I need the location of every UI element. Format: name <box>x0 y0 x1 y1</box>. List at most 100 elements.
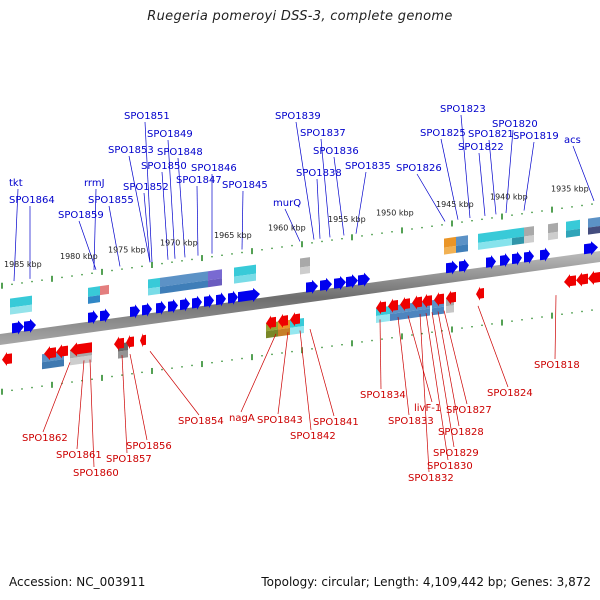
cog-box <box>524 235 534 244</box>
tick-dot <box>211 255 213 258</box>
tick-dot <box>361 235 363 237</box>
forward-gene-label: SPO1855 <box>88 195 134 206</box>
reverse-gene-arrow <box>2 352 12 367</box>
tick-dot <box>541 210 543 212</box>
tick-dot <box>211 361 213 364</box>
reverse-label-line <box>149 351 200 416</box>
tick-mark <box>451 220 453 227</box>
tick-dot <box>361 341 363 343</box>
reverse-gene-label: SPO1841 <box>313 417 359 428</box>
tick-dot <box>271 353 273 356</box>
cog-box <box>548 222 558 234</box>
forward-gene-label: tkt <box>9 178 23 189</box>
reverse-label-line <box>407 315 433 403</box>
scale-tick-label: 1975 kbp <box>108 246 146 255</box>
tick-dot <box>131 267 133 269</box>
forward-label-line <box>316 178 321 239</box>
reverse-gene-label: SPO1860 <box>73 468 119 479</box>
cog-box <box>160 276 172 287</box>
cog-box <box>196 280 208 289</box>
tick-dot <box>491 217 493 219</box>
forward-label-line <box>295 121 315 240</box>
forward-gene-arrow <box>334 275 346 290</box>
reverse-gene-label: SPO1829 <box>433 448 479 459</box>
tick-dot <box>261 249 263 251</box>
tick-dot <box>471 220 473 222</box>
tick-dot <box>241 251 243 254</box>
tick-dot <box>171 367 173 369</box>
reverse-label-line <box>240 333 277 413</box>
tick-dot <box>141 371 143 374</box>
forward-gene-label: SPO1848 <box>157 147 203 158</box>
tick-dot <box>71 275 73 277</box>
forward-label-line <box>161 171 169 260</box>
cog-box <box>478 239 500 250</box>
tick-dot <box>321 346 323 349</box>
reverse-label-line <box>437 311 460 427</box>
tick-dot <box>181 366 183 368</box>
genome-title: Ruegeria pomeroyi DSS-3, complete genome <box>147 9 453 24</box>
label-line-layer <box>13 114 595 473</box>
tick-dot <box>331 239 333 241</box>
tick-mark <box>101 374 103 381</box>
tick-dot <box>461 221 463 223</box>
forward-label-line <box>177 157 186 258</box>
tick-dot <box>331 345 333 347</box>
reverse-label-line <box>477 305 509 388</box>
tick-dot <box>11 389 13 392</box>
scale-tick-label: 1940 kbp <box>490 193 528 202</box>
tick-dot <box>531 211 533 214</box>
cog-box <box>196 271 208 282</box>
tick-dot <box>481 324 483 327</box>
scale-tick-label: 1980 kbp <box>60 252 98 261</box>
cog-box <box>390 312 404 322</box>
reverse-gene-arrow <box>576 272 588 287</box>
tick-dot <box>111 375 113 378</box>
tick-dot <box>81 379 83 382</box>
cog-box <box>566 219 580 231</box>
tick-dot <box>191 364 193 367</box>
cog-box <box>148 277 160 289</box>
cog-box <box>444 236 456 248</box>
cog-box <box>478 230 500 243</box>
cog-box <box>500 238 512 247</box>
forward-gene-label: SPO1849 <box>147 129 193 140</box>
tick-dot <box>381 338 383 340</box>
cog-box <box>300 266 310 275</box>
forward-gene-arrow <box>228 290 238 305</box>
cog-box <box>208 278 222 288</box>
reverse-gene-arrow <box>588 270 600 285</box>
forward-gene-arrow <box>500 253 510 268</box>
cog-box <box>512 236 524 246</box>
reverse-gene-arrow <box>126 335 134 350</box>
reverse-label-line <box>309 329 335 417</box>
reverse-label-line <box>121 355 128 454</box>
tick-mark <box>201 361 203 368</box>
cog-box <box>588 226 600 235</box>
forward-gene-arrow <box>306 279 318 294</box>
forward-gene-arrow <box>12 320 24 335</box>
tick-mark <box>551 206 553 213</box>
tick-dot <box>261 355 263 357</box>
reverse-label-line <box>89 359 95 468</box>
forward-gene-arrow <box>524 249 534 264</box>
reverse-gene-arrow <box>44 346 56 361</box>
tick-dot <box>471 326 473 328</box>
tick-dot <box>171 261 173 263</box>
forward-gene-label: SPO1852 <box>123 182 169 193</box>
forward-gene-label: SPO1853 <box>108 145 154 156</box>
tick-dot <box>571 312 573 314</box>
tick-dot <box>441 330 443 332</box>
reverse-gene-arrow <box>70 342 92 357</box>
tick-dot <box>541 316 543 318</box>
tick-dot <box>221 360 223 362</box>
tick-mark <box>101 268 103 275</box>
cog-box <box>548 231 558 241</box>
tick-dot <box>391 337 393 339</box>
forward-label-line <box>440 138 459 220</box>
reverse-gene-label: SPO1827 <box>446 405 492 416</box>
forward-label-line <box>93 188 97 271</box>
cog-box <box>446 305 454 314</box>
cog-box <box>444 245 456 255</box>
cog-box <box>184 281 196 291</box>
